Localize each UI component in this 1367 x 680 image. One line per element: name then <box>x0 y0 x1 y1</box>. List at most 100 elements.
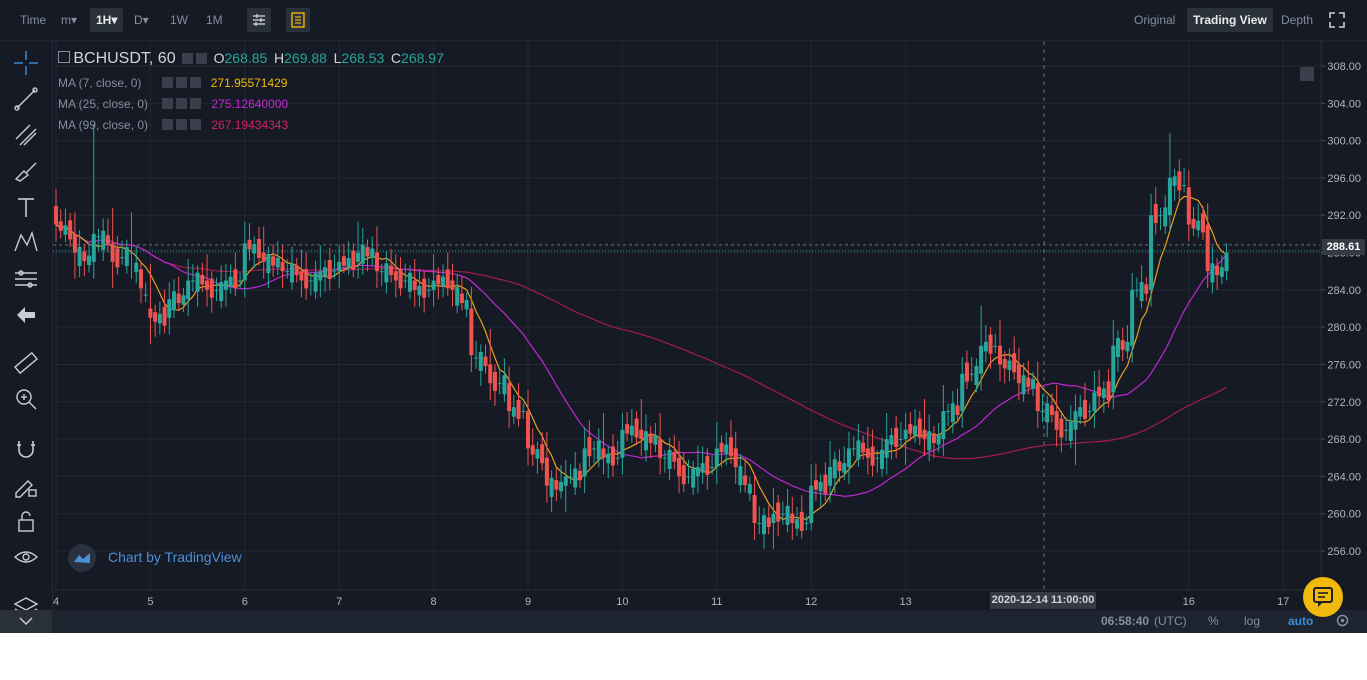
candle-body <box>431 280 436 290</box>
ma7-remove-icon[interactable] <box>189 77 201 88</box>
view-original-tab[interactable]: Original <box>1134 13 1176 27</box>
timezone-label[interactable]: (UTC) <box>1154 614 1187 628</box>
candle-body <box>526 411 530 449</box>
candle-body <box>884 439 889 458</box>
scroll-to-price-icon[interactable] <box>1300 67 1314 81</box>
settings-icon[interactable] <box>195 53 207 64</box>
candle-body <box>695 467 700 477</box>
time-tick-label: 8 <box>431 596 437 608</box>
candle-body <box>634 418 639 438</box>
candle-body <box>247 239 252 250</box>
candle-body <box>615 457 620 459</box>
ma99-remove-icon[interactable] <box>190 119 202 130</box>
candle-body <box>360 244 365 264</box>
low-value: 268.53 <box>341 50 385 66</box>
candle-body <box>115 248 120 268</box>
candle-body <box>549 477 554 497</box>
candle-body <box>733 448 738 468</box>
percent-scale-button[interactable]: % <box>1208 614 1219 628</box>
day-interval-menu[interactable]: D▾ <box>134 13 149 27</box>
candle-body <box>426 289 431 291</box>
price-tick-label: 280.00 <box>1327 322 1361 334</box>
candle-body <box>544 457 549 486</box>
candle-body <box>1082 399 1087 419</box>
visibility-icon[interactable] <box>181 53 193 64</box>
interval-1m-button[interactable]: 1M <box>206 13 223 27</box>
ma99-visibility-icon[interactable] <box>162 119 174 130</box>
candle-body <box>785 505 790 525</box>
candle-body <box>323 267 328 277</box>
chart-plot-area <box>53 41 1320 590</box>
prediction-icon[interactable] <box>10 263 42 295</box>
candle-body <box>719 442 724 453</box>
ma25-remove-icon[interactable] <box>190 98 202 109</box>
eye-icon[interactable] <box>10 541 42 573</box>
ma25-settings-icon[interactable] <box>176 98 188 109</box>
candle-body <box>606 453 611 464</box>
lock-draw-icon[interactable] <box>10 469 42 501</box>
fullscreen-icon[interactable] <box>1328 11 1346 29</box>
candle-body <box>1054 411 1059 430</box>
ma7-visibility-icon[interactable] <box>161 77 173 88</box>
candle-body <box>389 265 394 276</box>
text-icon[interactable] <box>10 191 42 223</box>
minute-interval-menu[interactable]: m▾ <box>61 13 78 27</box>
close-value: 268.97 <box>401 50 444 66</box>
candle-body <box>412 280 417 290</box>
candle-body <box>408 272 412 292</box>
view-tradingview-tab[interactable]: Trading View <box>1187 8 1273 32</box>
pattern-icon[interactable] <box>10 227 42 259</box>
candle-body <box>842 463 847 473</box>
candle-body <box>865 448 870 458</box>
candle-body <box>308 280 313 282</box>
chat-support-button[interactable] <box>1303 577 1343 617</box>
zoom-in-icon[interactable] <box>10 383 42 415</box>
interval-1h-menu[interactable]: 1H▾ <box>90 8 124 32</box>
interval-1w-button[interactable]: 1W <box>170 13 188 27</box>
candle-body <box>228 276 233 287</box>
candle-body <box>138 269 143 289</box>
candle-body <box>96 236 101 238</box>
candle-body <box>1097 386 1102 397</box>
ruler-icon[interactable] <box>10 347 42 379</box>
brush-icon[interactable] <box>10 155 42 187</box>
notes-icon[interactable] <box>286 8 310 32</box>
back-arrow-icon[interactable] <box>10 299 42 331</box>
magnet-icon[interactable] <box>10 433 42 465</box>
view-depth-tab[interactable]: Depth <box>1281 13 1314 27</box>
candle-body <box>351 250 356 270</box>
sliders-icon[interactable] <box>247 8 271 32</box>
unlock-icon[interactable] <box>10 505 42 537</box>
ma99-settings-icon[interactable] <box>176 119 188 130</box>
candle-body <box>365 246 370 257</box>
candle-body <box>261 252 266 262</box>
candle-body <box>1191 218 1196 229</box>
candle-body <box>658 439 663 458</box>
candle-body <box>762 515 766 535</box>
trendline-icon[interactable] <box>10 83 42 115</box>
chart-settings-icon[interactable] <box>1334 612 1351 629</box>
ma7-settings-icon[interactable] <box>175 77 187 88</box>
collapse-legend-icon[interactable] <box>58 51 70 63</box>
auto-scale-button[interactable]: auto <box>1288 614 1314 628</box>
chart-canvas[interactable]: 308.00304.00300.00296.00292.00288.00284.… <box>0 0 1367 633</box>
candle-body <box>582 448 587 477</box>
candle-body <box>936 435 941 445</box>
ma99-value: 267.19434343 <box>211 118 289 132</box>
fib-icon[interactable] <box>10 119 42 151</box>
candle-body <box>568 476 573 478</box>
candle-body <box>1002 358 1007 369</box>
candle-body <box>256 239 261 259</box>
crosshair-icon[interactable] <box>10 47 42 79</box>
ma25-visibility-icon[interactable] <box>162 98 174 109</box>
price-tick-label: 260.00 <box>1327 509 1361 521</box>
high-value: 269.88 <box>284 50 327 66</box>
candle-body <box>705 455 710 475</box>
candle-body <box>124 247 129 267</box>
candle-body <box>917 418 922 438</box>
log-scale-button[interactable]: log <box>1244 614 1261 628</box>
collapse-toolbar-button[interactable] <box>0 610 52 633</box>
time-tick-label: 12 <box>805 596 817 608</box>
candle-body <box>1021 375 1026 395</box>
candle-body <box>747 484 752 494</box>
